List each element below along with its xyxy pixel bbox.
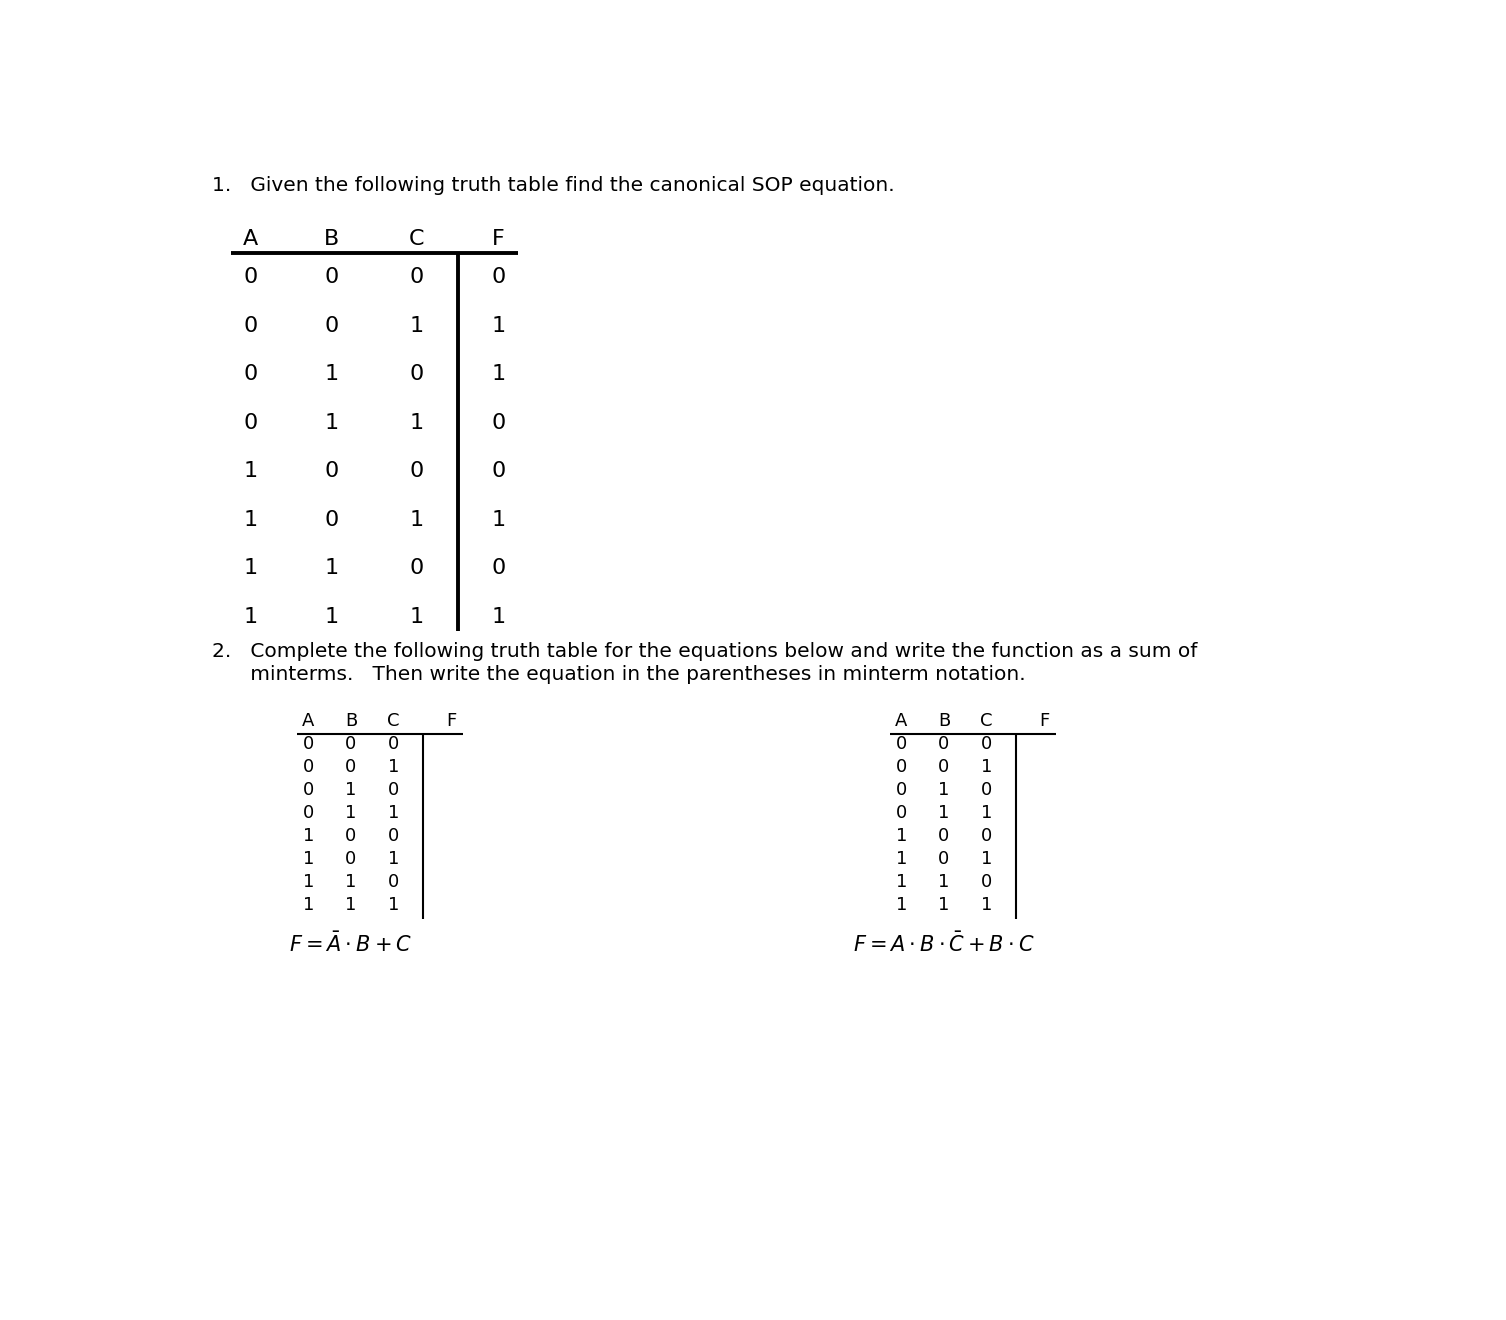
Text: 0: 0 <box>389 781 399 799</box>
Text: 1: 1 <box>896 874 907 891</box>
Text: 1: 1 <box>410 413 423 433</box>
Text: 1: 1 <box>491 364 506 384</box>
Text: 0: 0 <box>303 781 313 799</box>
Text: 0: 0 <box>980 828 992 845</box>
Text: 1: 1 <box>303 896 315 915</box>
Text: 1: 1 <box>242 462 258 482</box>
Text: 1: 1 <box>325 607 339 627</box>
Text: 1: 1 <box>938 804 950 822</box>
Text: 0: 0 <box>980 735 992 752</box>
Text: 0: 0 <box>303 804 313 822</box>
Text: 0: 0 <box>896 804 907 822</box>
Text: 1: 1 <box>325 364 339 384</box>
Text: 0: 0 <box>491 268 506 288</box>
Text: 1: 1 <box>345 804 357 822</box>
Text: 0: 0 <box>242 364 258 384</box>
Text: 0: 0 <box>303 758 313 776</box>
Text: 0: 0 <box>896 735 907 752</box>
Text: 1: 1 <box>491 607 506 627</box>
Text: C: C <box>980 711 992 730</box>
Text: 0: 0 <box>980 874 992 891</box>
Text: 1: 1 <box>303 828 315 845</box>
Text: 0: 0 <box>389 735 399 752</box>
Text: 1: 1 <box>491 315 506 335</box>
Text: F: F <box>492 230 505 249</box>
Text: 0: 0 <box>938 758 949 776</box>
Text: 0: 0 <box>345 758 357 776</box>
Text: A: A <box>242 230 258 249</box>
Text: 1: 1 <box>491 510 506 529</box>
Text: 1: 1 <box>980 896 992 915</box>
Text: 1: 1 <box>345 896 357 915</box>
Text: C: C <box>387 711 401 730</box>
Text: A: A <box>303 711 315 730</box>
Text: 0: 0 <box>324 268 339 288</box>
Text: 0: 0 <box>242 268 258 288</box>
Text: 0: 0 <box>345 828 357 845</box>
Text: 1: 1 <box>980 850 992 869</box>
Text: 2.   Complete the following truth table for the equations below and write the fu: 2. Complete the following truth table fo… <box>211 642 1197 661</box>
Text: 0: 0 <box>938 828 949 845</box>
Text: 0: 0 <box>491 413 506 433</box>
Text: 0: 0 <box>980 781 992 799</box>
Text: F: F <box>1039 711 1050 730</box>
Text: 0: 0 <box>938 735 949 752</box>
Text: $F = \bar{A} \cdot B + C$: $F = \bar{A} \cdot B + C$ <box>289 932 413 957</box>
Text: 1: 1 <box>345 874 357 891</box>
Text: 0: 0 <box>491 462 506 482</box>
Text: B: B <box>345 711 357 730</box>
Text: 0: 0 <box>324 510 339 529</box>
Text: 1: 1 <box>938 874 950 891</box>
Text: 0: 0 <box>410 462 425 482</box>
Text: F: F <box>447 711 456 730</box>
Text: 0: 0 <box>345 850 357 869</box>
Text: 1: 1 <box>896 828 907 845</box>
Text: 1: 1 <box>980 758 992 776</box>
Text: 1: 1 <box>242 558 258 578</box>
Text: 1: 1 <box>303 850 315 869</box>
Text: 0: 0 <box>303 735 313 752</box>
Text: 1: 1 <box>389 804 399 822</box>
Text: 0: 0 <box>324 462 339 482</box>
Text: 0: 0 <box>410 558 425 578</box>
Text: 1: 1 <box>410 315 423 335</box>
Text: 1: 1 <box>938 781 950 799</box>
Text: 0: 0 <box>345 735 357 752</box>
Text: 0: 0 <box>410 364 425 384</box>
Text: 1: 1 <box>980 804 992 822</box>
Text: 1: 1 <box>938 896 950 915</box>
Text: 0: 0 <box>491 558 506 578</box>
Text: 1: 1 <box>896 850 907 869</box>
Text: C: C <box>410 230 425 249</box>
Text: $F = A \cdot B \cdot \bar{C} + B \cdot C$: $F = A \cdot B \cdot \bar{C} + B \cdot C… <box>852 932 1035 957</box>
Text: 1: 1 <box>410 510 423 529</box>
Text: A: A <box>895 711 908 730</box>
Text: B: B <box>324 230 339 249</box>
Text: 0: 0 <box>410 268 425 288</box>
Text: 1: 1 <box>242 607 258 627</box>
Text: 1: 1 <box>896 896 907 915</box>
Text: 0: 0 <box>938 850 949 869</box>
Text: 1: 1 <box>303 874 315 891</box>
Text: 0: 0 <box>896 781 907 799</box>
Text: 1: 1 <box>242 510 258 529</box>
Text: 1: 1 <box>389 758 399 776</box>
Text: 1: 1 <box>389 850 399 869</box>
Text: 1: 1 <box>410 607 423 627</box>
Text: 0: 0 <box>389 874 399 891</box>
Text: 1.   Given the following truth table find the canonical SOP equation.: 1. Given the following truth table find … <box>211 176 895 195</box>
Text: 0: 0 <box>389 828 399 845</box>
Text: 0: 0 <box>242 413 258 433</box>
Text: 0: 0 <box>242 315 258 335</box>
Text: 1: 1 <box>389 896 399 915</box>
Text: 0: 0 <box>324 315 339 335</box>
Text: 0: 0 <box>896 758 907 776</box>
Text: B: B <box>938 711 950 730</box>
Text: minterms.   Then write the equation in the parentheses in minterm notation.: minterms. Then write the equation in the… <box>211 665 1026 684</box>
Text: 1: 1 <box>325 413 339 433</box>
Text: 1: 1 <box>345 781 357 799</box>
Text: 1: 1 <box>325 558 339 578</box>
